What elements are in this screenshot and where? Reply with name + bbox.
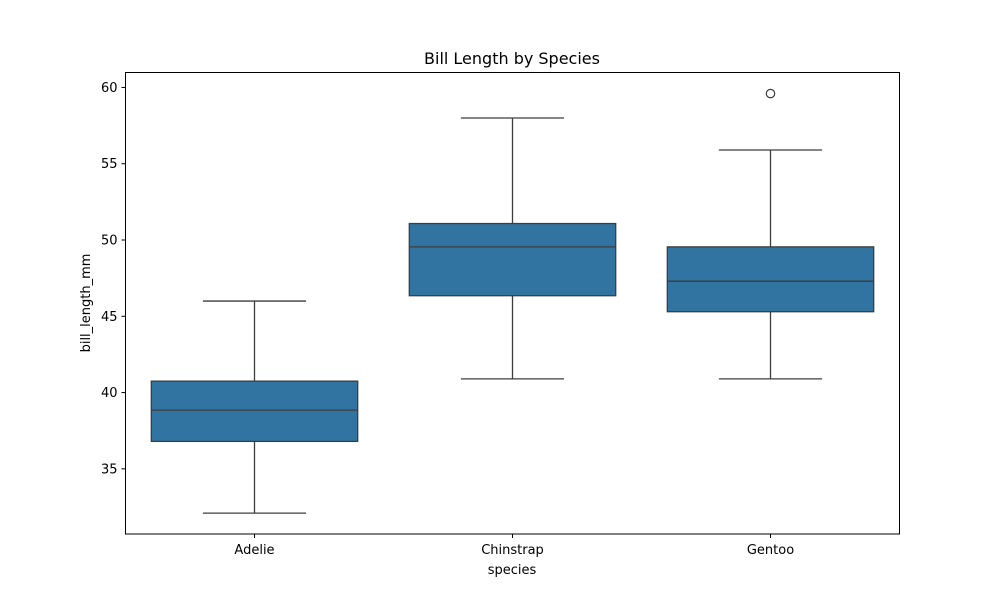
iqr-box (408, 222, 617, 297)
x-axis-label: species (488, 563, 537, 578)
y-tick-label: 55 (101, 157, 118, 172)
y-tick-label: 45 (101, 310, 118, 325)
iqr-box (150, 380, 359, 443)
x-tick-label: Adelie (234, 543, 274, 558)
x-tick-label: Chinstrap (481, 543, 544, 558)
chart-title: Bill Length by Species (424, 49, 600, 68)
y-tick-label: 40 (101, 386, 118, 401)
y-axis-label: bill_length_mm (79, 254, 94, 353)
box-chinstrap (408, 117, 617, 380)
y-tick-label: 35 (101, 462, 118, 477)
x-tick-label: Gentoo (747, 543, 794, 558)
box-adelie (150, 300, 359, 514)
box-gentoo (666, 88, 875, 380)
outlier-point (765, 88, 776, 99)
y-tick-label: 60 (101, 81, 118, 96)
iqr-box (666, 246, 875, 313)
y-tick-label: 50 (101, 234, 118, 249)
